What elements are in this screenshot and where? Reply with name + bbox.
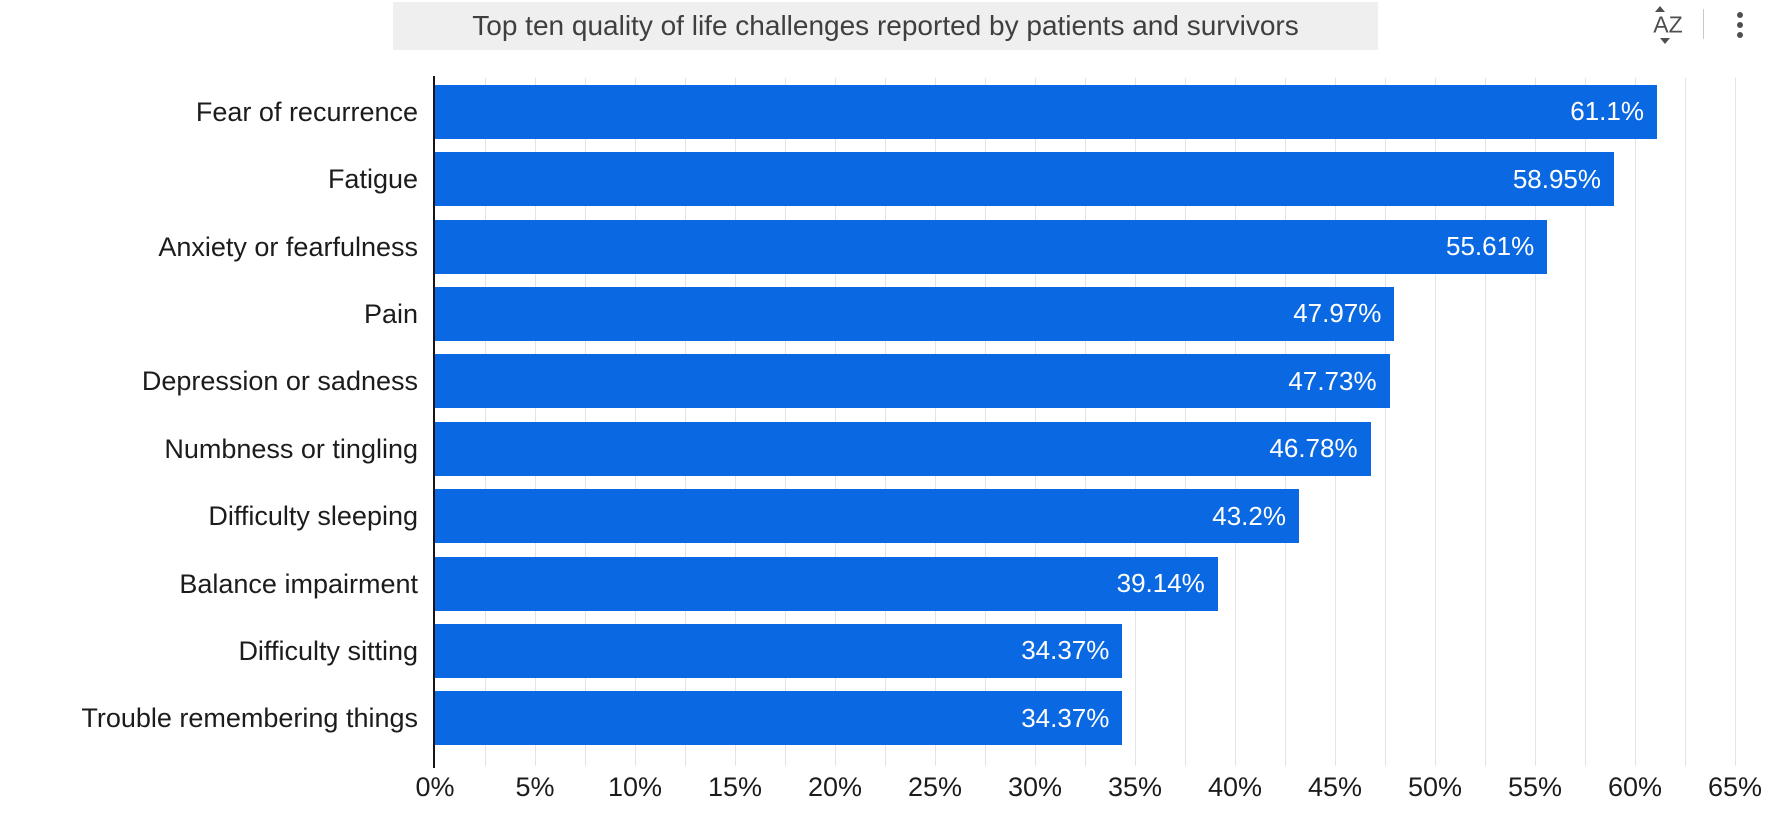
gridline: [1385, 78, 1386, 766]
category-label: Trouble remembering things: [81, 703, 418, 734]
x-axis-tick-label: 45%: [1307, 772, 1363, 802]
category-label: Fatigue: [327, 164, 418, 195]
bar[interactable]: 39.14%: [435, 556, 1218, 611]
x-axis-tick-label: 65%: [1707, 772, 1763, 802]
bar[interactable]: 61.1%: [435, 84, 1657, 139]
x-axis-tick-label: 35%: [1107, 772, 1163, 802]
bar-value-label: 61.1%: [1570, 96, 1644, 127]
bar[interactable]: 47.73%: [435, 354, 1390, 409]
gridline: [1585, 78, 1586, 766]
category-label: Fear of recurrence: [195, 96, 418, 127]
bar-value-label: 43.2%: [1212, 500, 1286, 531]
gridline: [1485, 78, 1486, 766]
x-axis-tick-label: 30%: [1007, 772, 1063, 802]
y-axis-line: [433, 76, 435, 768]
category-label: Numbness or tingling: [164, 433, 418, 464]
sort-button[interactable]: AZ: [1640, 2, 1696, 48]
bar-value-label: 58.95%: [1512, 163, 1601, 194]
kebab-menu-icon: [1737, 22, 1743, 28]
x-axis-tick-label: 50%: [1407, 772, 1463, 802]
x-axis-tick-label: 60%: [1607, 772, 1663, 802]
bar-value-label: 47.73%: [1288, 365, 1377, 396]
gridline: [1435, 78, 1436, 766]
bar-value-label: 34.37%: [1021, 702, 1110, 733]
x-axis-tick-label: 20%: [807, 772, 863, 802]
gridline: [1635, 78, 1636, 766]
bar-value-label: 46.78%: [1269, 433, 1358, 464]
bar[interactable]: 34.37%: [435, 691, 1123, 746]
x-axis-tick-label: 25%: [907, 772, 963, 802]
sort-arrow-down-icon: [1660, 38, 1670, 44]
gridline: [1735, 78, 1736, 766]
x-axis-tick-label: 5%: [515, 772, 555, 802]
category-label: Depression or sadness: [141, 366, 418, 397]
sort-arrow-up-icon: [1655, 6, 1665, 12]
toolbar-divider: [1703, 9, 1704, 39]
gridline: [1535, 78, 1536, 766]
bar[interactable]: 55.61%: [435, 219, 1548, 274]
menu-button[interactable]: [1718, 2, 1762, 48]
chart-title: Top ten quality of life challenges repor…: [393, 2, 1378, 50]
x-axis-tick-label: 55%: [1507, 772, 1563, 802]
category-label: Anxiety or fearfulness: [158, 231, 418, 262]
bar-value-label: 39.14%: [1116, 568, 1205, 598]
x-axis-tick-label: 0%: [415, 772, 455, 802]
bar[interactable]: 58.95%: [435, 152, 1614, 207]
sort-az-icon: AZ: [1646, 5, 1690, 45]
category-label: Pain: [363, 298, 418, 329]
bar-value-label: 47.97%: [1293, 298, 1382, 329]
bar[interactable]: 47.97%: [435, 286, 1395, 341]
kebab-menu-icon: [1737, 12, 1743, 18]
bar[interactable]: 34.37%: [435, 623, 1123, 678]
bar[interactable]: 43.2%: [435, 489, 1299, 544]
kebab-menu-icon: [1737, 32, 1743, 38]
category-label: Balance impairment: [179, 568, 418, 599]
x-axis-tick-label: 15%: [707, 772, 763, 802]
x-axis-tick-label: 10%: [607, 772, 663, 802]
category-label: Difficulty sitting: [238, 635, 418, 666]
bar-value-label: 34.37%: [1021, 635, 1110, 666]
category-label: Difficulty sleeping: [208, 501, 418, 532]
x-axis-tick-label: 40%: [1207, 772, 1263, 802]
bar[interactable]: 46.78%: [435, 421, 1371, 476]
bar-value-label: 55.61%: [1446, 231, 1535, 261]
gridline: [1685, 78, 1686, 766]
